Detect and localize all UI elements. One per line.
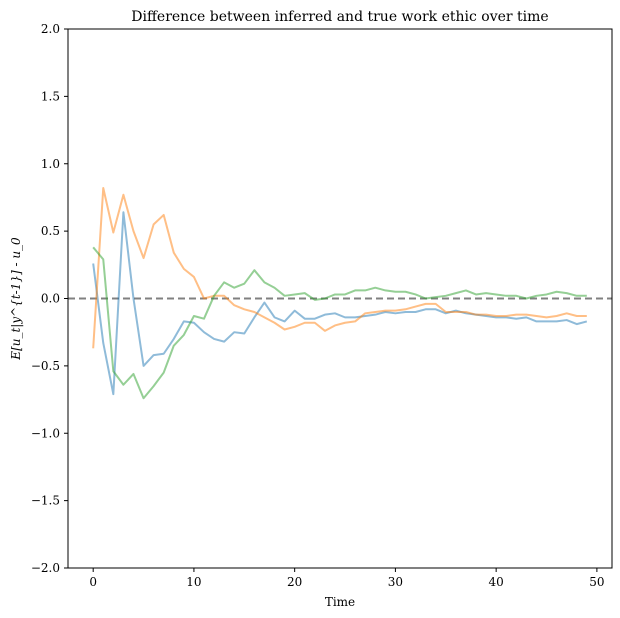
y-tick-label: −2.0	[31, 561, 60, 575]
series-line-3	[92, 246, 587, 400]
chart-title: Difference between inferred and true wor…	[131, 9, 548, 25]
series-line-1	[92, 211, 588, 396]
x-tick-label: 10	[186, 575, 201, 589]
y-axis-label: E[u_t|y^{t-1}] - u_0	[9, 237, 23, 361]
y-tick-label: 1.0	[41, 157, 60, 171]
x-axis-label: Time	[325, 595, 355, 609]
axis-ticks: 0 10 20 30 40 50 −2.0 −1.5 −1.0 −0.5 0.0 0.5 1.0 1.5 2…	[31, 22, 605, 589]
x-tick-label: 20	[287, 575, 302, 589]
y-tick-label: −1.5	[31, 494, 60, 508]
x-tick-label: 40	[489, 575, 504, 589]
y-tick-label: −0.5	[31, 359, 60, 373]
x-tick-label: 50	[589, 575, 604, 589]
y-tick-label: 1.5	[41, 89, 60, 103]
y-tick-label: 2.0	[41, 22, 60, 36]
y-tick-label: −1.0	[31, 426, 60, 440]
y-tick-label: 0.0	[41, 292, 60, 306]
series-line-2	[92, 187, 587, 349]
y-tick-label: 0.5	[41, 224, 60, 238]
x-tick-label: 0	[89, 575, 97, 589]
x-tick-label: 30	[388, 575, 403, 589]
plot-area	[68, 187, 612, 400]
